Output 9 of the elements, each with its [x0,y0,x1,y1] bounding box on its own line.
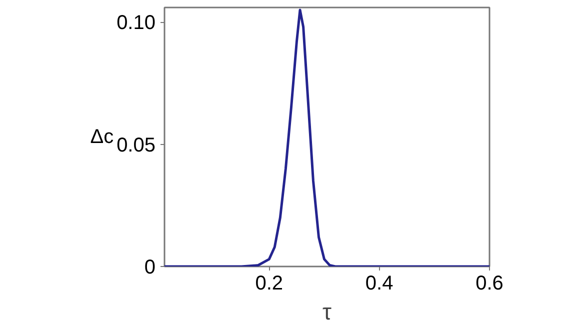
x-tick-label: 0.4 [365,272,394,294]
x-tick-label: 0.2 [255,272,284,294]
y-tick-label: 0.05 [116,134,156,156]
x-axis-title: τ [322,298,332,324]
y-tick-label: 0.10 [116,12,156,34]
y-axis-title: Δc [90,126,114,148]
line-series [164,8,490,266]
x-tick-label: 0.6 [476,272,504,294]
y-tick-label: 0 [144,256,156,278]
